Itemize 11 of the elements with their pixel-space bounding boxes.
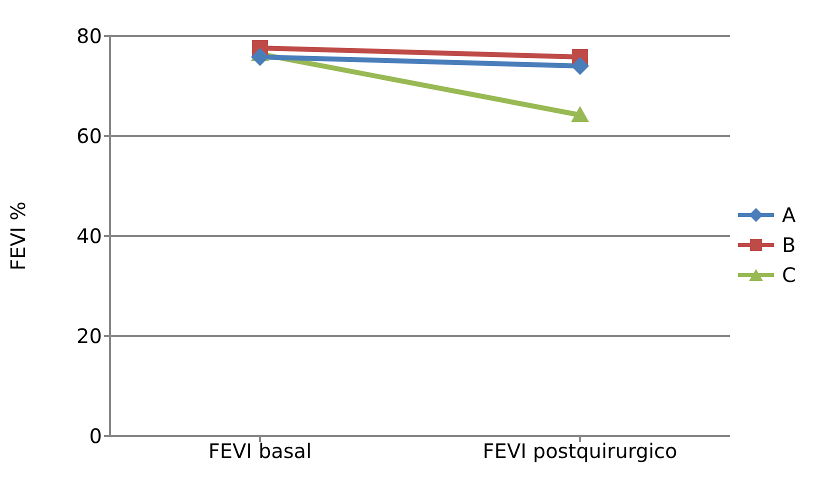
y-tick-label: 80 bbox=[76, 24, 102, 48]
x-tick-label: FEVI basal bbox=[208, 439, 312, 464]
y-tick-label: 60 bbox=[76, 124, 102, 148]
x-tick-label: FEVI postquirurgico bbox=[482, 439, 678, 464]
legend-label: A bbox=[782, 202, 796, 226]
legend-label: B bbox=[782, 232, 796, 256]
y-tick-label: 0 bbox=[89, 424, 102, 448]
y-axis-title: FEVI % bbox=[6, 201, 30, 271]
y-tick-label: 40 bbox=[76, 224, 102, 248]
legend-label: C bbox=[782, 262, 796, 286]
y-tick-label: 20 bbox=[76, 324, 102, 348]
